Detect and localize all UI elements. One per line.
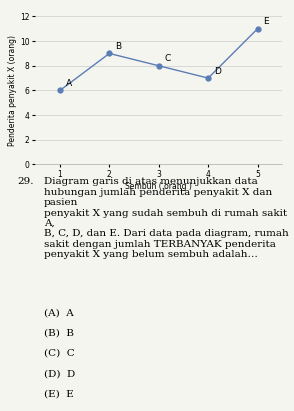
Text: (A)  A: (A) A — [44, 309, 74, 317]
Text: (E)  E: (E) E — [44, 390, 74, 399]
Text: D: D — [214, 67, 221, 76]
Text: (C)  C: (C) C — [44, 349, 75, 358]
Text: 29.: 29. — [18, 178, 34, 186]
Text: Diagram garis di atas menunjukkan data
hubungan jumlah penderita penyakit X dan : Diagram garis di atas menunjukkan data h… — [44, 178, 289, 259]
Y-axis label: Penderita penyakit X (orang): Penderita penyakit X (orang) — [8, 35, 17, 146]
Text: (B)  B: (B) B — [44, 329, 74, 338]
Text: A: A — [66, 79, 72, 88]
Text: C: C — [165, 54, 171, 63]
Text: (D)  D: (D) D — [44, 369, 75, 378]
X-axis label: Sembuh ( orang ): Sembuh ( orang ) — [125, 182, 192, 191]
Text: E: E — [263, 17, 269, 26]
Text: B: B — [115, 42, 121, 51]
